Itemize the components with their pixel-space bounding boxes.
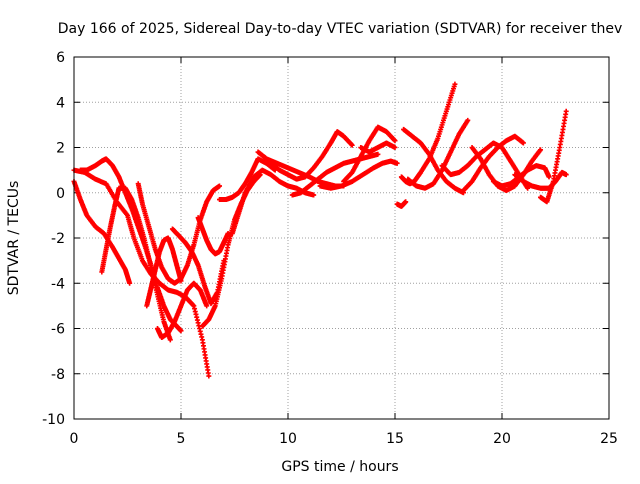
data-point	[206, 373, 212, 379]
y-tick-label: -6	[51, 322, 65, 338]
data-point	[520, 140, 526, 146]
data-point	[178, 328, 184, 334]
grid	[74, 57, 609, 419]
y-tick-label: -8	[51, 367, 65, 383]
x-tick-label: 25	[600, 431, 618, 447]
series-arc-16	[317, 158, 400, 191]
data-point	[349, 142, 355, 148]
x-tick-label: 5	[177, 431, 186, 447]
y-tick-label: 4	[56, 95, 65, 111]
y-tick-label: -4	[51, 276, 65, 292]
data-point	[392, 145, 398, 150]
series-arc-6	[144, 235, 184, 309]
data-point	[178, 278, 184, 284]
data-point	[217, 183, 223, 189]
series-arc-28	[538, 108, 569, 205]
series-arc-7	[154, 280, 210, 341]
y-axis-label: SDTVAR / TECUs	[6, 181, 22, 296]
data-point	[204, 303, 210, 309]
x-tick-label: 20	[493, 431, 511, 447]
y-tick-label: 6	[56, 50, 65, 66]
series-arc-18	[358, 140, 398, 155]
y-tick-label: 2	[56, 141, 65, 157]
x-tick-label: 10	[279, 431, 297, 447]
series-arc-19	[394, 199, 409, 209]
data-point	[452, 81, 458, 87]
data-point	[394, 160, 400, 166]
series-arc-15	[289, 151, 381, 198]
y-tick-label: -2	[51, 231, 65, 247]
x-axis-label: GPS time / hours	[281, 459, 398, 475]
data-point	[311, 192, 317, 198]
x-tick-label: 15	[386, 431, 404, 447]
data-point	[403, 199, 409, 205]
data-point	[225, 230, 231, 236]
data-point	[538, 147, 544, 153]
data-point	[546, 174, 552, 180]
data-point	[465, 117, 471, 123]
data-point	[127, 280, 133, 286]
axis-ticks: 0 5 10 15 20 25 -10 -8 -6 -4 -2 0 2 4 6	[42, 50, 618, 447]
series-arc-17	[341, 124, 398, 184]
data-point	[167, 337, 173, 343]
series-arc-9	[195, 215, 231, 257]
y-tick-label: 0	[56, 186, 65, 202]
y-tick-label: -10	[42, 412, 65, 428]
data-point	[392, 138, 398, 144]
data-point	[375, 151, 381, 157]
series-arc-3	[77, 156, 184, 334]
x-tick-label: 0	[70, 431, 79, 447]
plot-frame	[73, 56, 610, 420]
series-arc-14	[268, 129, 355, 182]
series-arc-26	[490, 163, 552, 189]
series-arc-2	[71, 178, 133, 286]
data-points	[71, 81, 569, 379]
data-point	[563, 108, 569, 114]
data-point	[563, 172, 569, 178]
series-arc-24	[460, 133, 526, 193]
chart-title: Day 166 of 2025, Sidereal Day-to-day VTE…	[58, 21, 622, 37]
